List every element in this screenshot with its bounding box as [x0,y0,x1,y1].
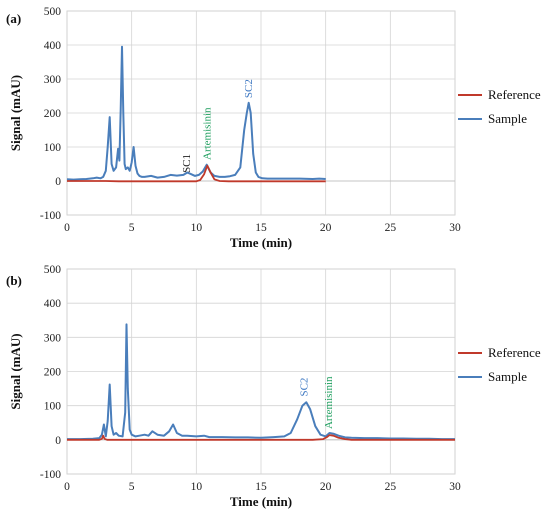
x-tick-label: 10 [191,222,203,234]
y-tick-label: -100 [40,210,61,222]
y-tick-label: 100 [44,401,62,413]
series-line-sample [66,45,326,181]
x-tick-label: 5 [129,222,135,234]
y-tick-label: 500 [44,264,62,276]
x-tick-label: 20 [320,481,332,493]
y-tick-label: 500 [44,6,62,18]
x-tick-label: 0 [64,222,70,234]
x-tick-label: 20 [320,222,332,234]
x-tick-label: 30 [449,222,461,234]
x-tick-label: 0 [64,481,70,493]
legend-label-reference: Reference [488,345,541,360]
x-axis-title: Time (min) [230,494,292,509]
y-axis-title: Signal (mAU) [8,75,23,151]
series-line-sample [67,323,455,441]
y-tick-label: -100 [40,469,61,481]
panel-label: (b) [6,273,22,288]
x-tick-label: 5 [129,481,135,493]
y-tick-label: 300 [44,332,62,344]
panel-label: (a) [6,11,21,26]
y-axis-title: Signal (mAU) [8,333,23,409]
legend-label-reference: Reference [488,87,541,102]
y-tick-label: 0 [55,176,61,188]
y-tick-label: 0 [55,435,61,447]
y-tick-label: 200 [44,108,62,120]
annotation-sc2: SC2 [243,79,255,98]
annotation-sc2: SC2 [299,378,311,397]
x-tick-label: 10 [191,481,203,493]
series-line-reference [67,164,326,183]
x-tick-label: 25 [385,481,397,493]
legend-label-sample: Sample [488,111,527,126]
y-tick-label: 200 [44,367,62,379]
x-axis-title: Time (min) [230,235,292,250]
x-tick-label: 15 [255,222,267,234]
x-tick-label: 30 [449,481,461,493]
series-line-reference [67,434,455,441]
annotation-sc1: SC1 [181,154,193,173]
legend-label-sample: Sample [488,369,527,384]
y-tick-label: 400 [44,298,62,310]
y-tick-label: 100 [44,142,62,154]
annotation-artemisinin: Artemisinin [202,107,214,160]
annotation-artemisinin: Artemisinin [323,376,335,429]
y-tick-label: 400 [44,40,62,52]
x-tick-label: 15 [255,481,267,493]
y-tick-label: 300 [44,74,62,86]
x-tick-label: 25 [385,222,397,234]
